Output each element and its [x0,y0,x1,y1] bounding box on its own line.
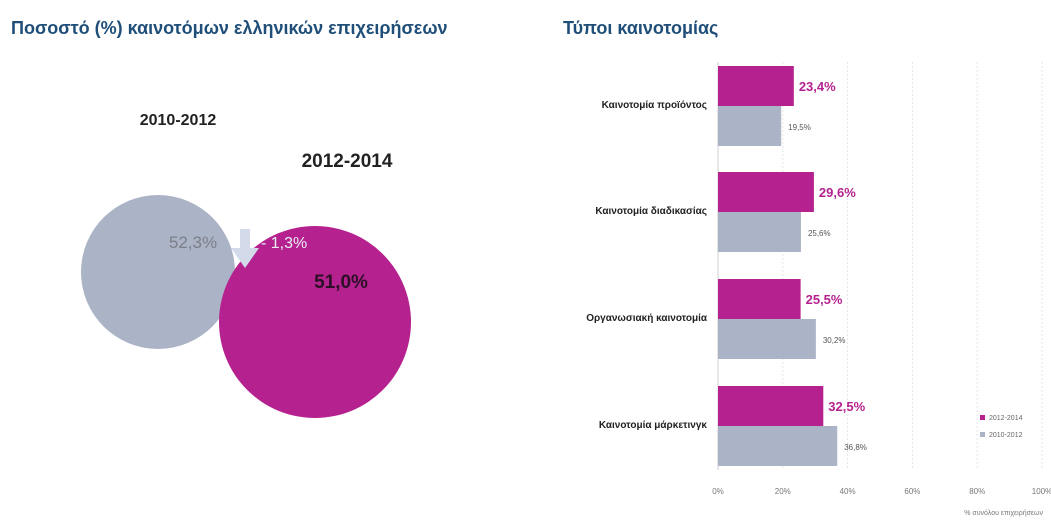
down-arrow-icon [231,229,259,268]
circle-2010-2012 [81,195,235,349]
bars-layer [718,66,838,466]
value-a-label: 52,3% [169,233,217,252]
data-label: 19,5% [788,123,811,132]
data-label: 30,2% [823,336,846,345]
bar-2012-2014 [718,66,794,106]
labels-layer: Καινοτομία προϊόντος 23,4% 19,5% Καινοτομία… [586,79,867,452]
x-tick-label: 40% [840,487,856,496]
x-tick-label: 60% [904,487,920,496]
legend-label: 2012-2014 [989,415,1023,422]
bar-chart-title: Τύποι καινοτομίας [563,18,719,38]
legend-swatch [980,415,985,420]
legend-swatch [980,432,985,437]
venn-diagram: 2010-2012 2012-2014 52,3% 51,0% - 1,3% [81,112,411,418]
period-b-label: 2012-2014 [302,151,393,172]
x-tick-label: 20% [775,487,791,496]
data-label: 25,6% [808,229,831,238]
x-tick-label: 100% [1032,487,1051,496]
bar-2012-2014 [718,172,814,212]
bar-2012-2014 [718,279,801,319]
x-tick-label: 80% [969,487,985,496]
change-label: - 1,3% [261,235,307,252]
category-label: Καινοτομία μάρκετινγκ [599,420,708,431]
value-b-label: 51,0% [314,272,368,293]
data-label: 23,4% [799,79,836,94]
venn-title: Ποσοστό (%) καινοτόμων ελληνικών επιχειρ… [11,18,448,38]
category-label: Οργανωσιακή καινοτομία [586,313,708,324]
data-label: 36,8% [844,443,867,452]
bar-2012-2014 [718,386,824,426]
data-label: 25,5% [806,292,843,307]
bar-2010-2012 [718,106,782,146]
legend-label: 2010-2012 [989,432,1023,439]
bar-chart: Καινοτομία προϊόντος 23,4% 19,5% Καινοτομία… [586,62,1051,517]
legend: 2012-2014 2010-2012 [980,415,1023,439]
circle-2012-2014 [219,226,411,418]
bar-2010-2012 [718,319,816,359]
bar-2010-2012 [718,212,801,252]
data-label: 32,5% [828,399,865,414]
period-a-label: 2010-2012 [140,112,217,129]
bar-2010-2012 [718,426,838,466]
category-label: Καινοτομία προϊόντος [602,100,707,111]
data-label: 29,6% [819,185,856,200]
x-axis-label: % συνόλου επιχειρήσεων [964,509,1043,517]
category-label: Καινοτομία διαδικασίας [595,206,707,217]
x-axis: 0% 20% 40% 60% 80% 100% % συνόλου επιχειρήσεων [712,487,1051,517]
x-tick-label: 0% [712,487,724,496]
